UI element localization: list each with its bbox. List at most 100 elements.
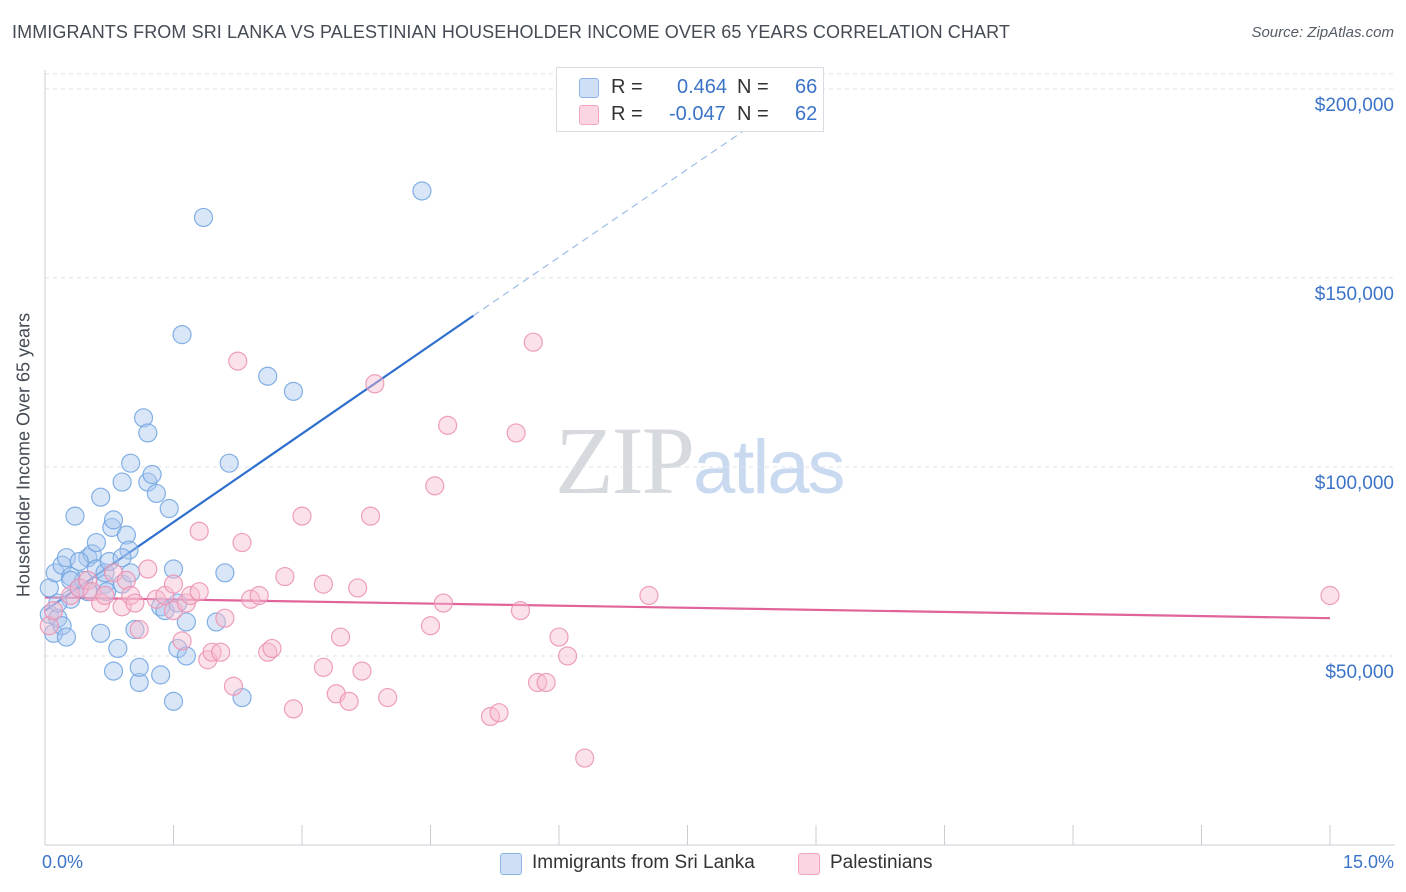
legend-swatch-pink — [579, 105, 599, 125]
source-credit: Source: ZipAtlas.com — [1251, 24, 1394, 41]
data-point-sri-lanka — [119, 540, 139, 560]
data-point-palestinians — [420, 616, 441, 636]
data-point-sri-lanka — [91, 487, 111, 507]
watermark-atlas: atlas — [693, 425, 846, 510]
data-point-sri-lanka — [129, 657, 149, 677]
data-point-sri-lanka — [163, 559, 184, 579]
data-point-sri-lanka — [193, 207, 214, 228]
grid-lines — [45, 73, 1395, 657]
trend-line-palestinians — [44, 596, 1331, 620]
data-point-palestinians — [189, 521, 209, 541]
data-point-sri-lanka — [412, 181, 432, 201]
y-axis-label: Householder Income Over 65 years — [13, 312, 34, 598]
sri-lanka-points — [39, 181, 432, 711]
data-point-palestinians — [339, 691, 359, 711]
data-point-palestinians — [223, 676, 244, 696]
data-point-palestinians — [575, 748, 595, 768]
legend-r-value: 0.464 — [677, 76, 728, 98]
data-point-sri-lanka — [258, 366, 278, 386]
watermark-zip: ZIP — [555, 407, 695, 514]
data-point-sri-lanka — [86, 532, 107, 553]
data-point-palestinians — [43, 601, 64, 621]
y-tick-label: $50,000 — [1325, 661, 1394, 683]
data-point-sri-lanka — [283, 381, 304, 401]
data-point-palestinians — [536, 672, 556, 693]
data-point-palestinians — [211, 642, 231, 662]
y-tick-label: $200,000 — [1314, 94, 1394, 116]
watermark: ZIPatlas — [555, 405, 846, 516]
data-point-sri-lanka — [125, 619, 145, 640]
data-point-palestinians — [116, 570, 136, 590]
data-point-sri-lanka — [56, 627, 77, 647]
data-point-palestinians — [348, 578, 368, 598]
data-point-sri-lanka — [69, 551, 89, 572]
y-tick-label: $100,000 — [1314, 472, 1394, 494]
legend-swatch-blue — [579, 78, 599, 98]
bottom-legend-label: Immigrants from Sri Lanka — [532, 852, 755, 873]
data-point-palestinians — [228, 351, 248, 371]
bottom-legend-label: Palestinians — [830, 852, 933, 873]
x-tick-label-end: 15.0% — [1342, 852, 1394, 872]
legend-r-label: R = — [611, 103, 643, 125]
data-point-palestinians — [378, 687, 398, 708]
data-point-sri-lanka — [65, 506, 85, 526]
data-point-palestinians — [510, 601, 531, 621]
legend-n-label: N = — [737, 76, 769, 98]
data-point-palestinians — [283, 699, 304, 719]
axes — [44, 70, 1395, 846]
data-point-sri-lanka — [219, 453, 239, 473]
data-point-palestinians — [262, 638, 282, 659]
data-point-sri-lanka — [176, 612, 196, 632]
data-point-sri-lanka — [163, 691, 184, 711]
data-point-palestinians — [138, 559, 158, 579]
data-point-palestinians — [125, 593, 145, 613]
data-point-sri-lanka — [151, 665, 171, 685]
data-point-sri-lanka — [91, 623, 111, 643]
legend-n-value: 66 — [795, 76, 818, 98]
y-axis-label-wrap: Householder Income Over 65 years — [12, 300, 36, 610]
data-point-palestinians — [275, 566, 295, 587]
data-point-sri-lanka — [121, 453, 141, 473]
data-point-palestinians — [1320, 585, 1340, 606]
data-point-sri-lanka — [112, 548, 132, 568]
legend-r-value: -0.047 — [669, 103, 726, 125]
data-point-palestinians — [163, 574, 184, 594]
data-point-palestinians — [489, 703, 509, 723]
data-point-sri-lanka — [146, 483, 166, 504]
data-point-palestinians — [232, 532, 252, 553]
data-point-palestinians — [330, 627, 351, 647]
data-point-sri-lanka — [133, 408, 154, 428]
data-point-sri-lanka — [116, 525, 136, 545]
trend-line-sri-lanka-extension — [472, 80, 817, 317]
data-point-palestinians — [249, 585, 269, 606]
data-point-palestinians — [129, 619, 149, 640]
data-point-sri-lanka — [103, 661, 124, 681]
legend-r-label: R = — [611, 76, 643, 98]
data-point-palestinians — [438, 415, 458, 435]
data-point-palestinians — [557, 646, 578, 666]
x-tick-label-start: 0.0% — [42, 852, 84, 872]
data-point-palestinians — [549, 627, 569, 647]
data-point-sri-lanka — [129, 672, 149, 693]
data-point-sri-lanka — [142, 464, 162, 485]
data-point-sri-lanka — [56, 548, 77, 568]
data-point-palestinians — [78, 570, 98, 590]
correlation-legend: R = 0.464 N = 66 R = -0.047 N = 62 — [556, 67, 824, 132]
chart-title: IMMIGRANTS FROM SRI LANKA VS PALESTINIAN… — [12, 22, 1010, 42]
data-point-sri-lanka — [138, 423, 158, 443]
legend-n-value: 62 — [795, 103, 818, 125]
bottom-legend-swatch-blue — [500, 853, 522, 875]
data-point-sri-lanka — [215, 563, 235, 583]
data-point-palestinians — [360, 506, 381, 526]
data-point-palestinians — [313, 574, 334, 594]
trend-line-sri-lanka — [44, 314, 474, 612]
data-point-palestinians — [313, 657, 334, 677]
data-point-palestinians — [433, 593, 453, 613]
data-point-sri-lanka — [159, 498, 179, 519]
data-point-palestinians — [172, 631, 192, 651]
data-point-sri-lanka — [112, 472, 132, 492]
data-point-sri-lanka — [172, 325, 192, 345]
y-tick-label: $150,000 — [1314, 283, 1394, 305]
palestinian-points — [39, 332, 1340, 768]
